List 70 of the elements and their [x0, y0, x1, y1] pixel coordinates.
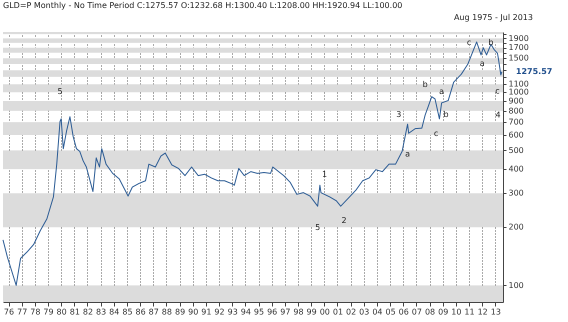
x-tick-label: 77 — [17, 308, 28, 316]
annotation: 3 — [396, 110, 402, 120]
annotation: a — [405, 149, 410, 158]
x-tick-label: 86 — [136, 308, 146, 316]
y-tick-label: 400 — [508, 164, 524, 174]
x-tick-label: 91 — [201, 308, 212, 316]
annotation: a — [480, 58, 485, 68]
y-tick-label: 600 — [508, 130, 524, 140]
annotation: 1 — [322, 170, 328, 180]
x-tick-label: 02 — [346, 308, 356, 316]
chart-title: GLD=P Monthly - No Time Period C:1275.57 O:1232.68 H:1300.40 L:1208.00 HH:1920.94 LL:100.00 — [3, 1, 402, 10]
x-tick-label: 12 — [478, 308, 488, 316]
x-tick-label: 07 — [412, 308, 422, 316]
x-tick-label: 88 — [162, 308, 172, 316]
x-tick-label: 90 — [188, 308, 198, 316]
annotation: b — [443, 110, 449, 120]
annotation: 5 — [57, 87, 63, 96]
x-tick-label: 00 — [320, 308, 330, 316]
x-tick-label: 98 — [293, 308, 304, 316]
x-tick-label: 99 — [306, 308, 317, 316]
x-tick-label: 87 — [148, 308, 159, 316]
y-tick-label: 500 — [508, 146, 524, 155]
x-tick-label: 78 — [30, 308, 40, 316]
x-tick-label: 11 — [464, 308, 475, 316]
annotation: 5 — [315, 223, 320, 232]
x-tick-label: 79 — [43, 308, 54, 316]
y-tick-label: 300 — [508, 188, 524, 198]
y-tick-label: 700 — [508, 118, 524, 127]
x-tick-label: 08 — [424, 308, 436, 316]
x-tick-label: 93 — [228, 308, 238, 316]
x-tick-label: 04 — [372, 308, 383, 316]
annotation: 4 — [495, 110, 501, 120]
x-tick-label: 01 — [332, 308, 344, 316]
annotation: c — [495, 86, 500, 96]
x-tick-label: 81 — [70, 308, 80, 316]
y-tick-label: 800 — [508, 106, 524, 116]
annotation: c — [434, 129, 438, 138]
y-tick-label: 1500 — [508, 54, 529, 63]
x-tick-label: 03 — [359, 308, 370, 316]
x-tick-label: 82 — [82, 308, 94, 316]
text: Aug 1975 - Jul 2013 — [454, 13, 533, 22]
y-tick-label: 100 — [508, 280, 524, 290]
x-tick-label: 96 — [267, 308, 278, 316]
annotation: 2 — [341, 216, 347, 225]
x-tick-label: 06 — [398, 308, 409, 316]
y-tick-label: 1000 — [508, 88, 529, 97]
x-tick-label: 84 — [109, 308, 120, 316]
x-tick-label: 89 — [174, 308, 186, 316]
y-tick-label: 200 — [508, 222, 524, 232]
x-tick-label: 80 — [56, 308, 67, 316]
annotation: 1275.57 — [516, 66, 552, 76]
annotation: b — [488, 38, 494, 47]
x-tick-label: 76 — [4, 308, 14, 316]
annotation: c — [466, 38, 472, 47]
x-tick-label: 10 — [451, 308, 462, 316]
y-tick-label: 1900 — [508, 34, 529, 43]
x-tick-label: 92 — [214, 308, 225, 316]
x-tick-label: 05 — [386, 308, 396, 316]
x-tick-label: 85 — [122, 308, 133, 316]
x-tick-label: 97 — [280, 308, 290, 316]
y-tick-label: 900 — [508, 96, 524, 106]
x-tick-label: 09 — [438, 308, 448, 316]
annotation: b — [422, 80, 428, 89]
x-tick-label: 95 — [254, 308, 264, 316]
x-tick-label: 83 — [96, 308, 106, 316]
y-tick-label: 1700 — [508, 43, 529, 52]
x-tick-label: 94 — [240, 308, 251, 316]
annotation: a — [439, 87, 444, 96]
y-tick-label: 1100 — [508, 80, 529, 89]
x-tick-label: 13 — [490, 308, 501, 316]
